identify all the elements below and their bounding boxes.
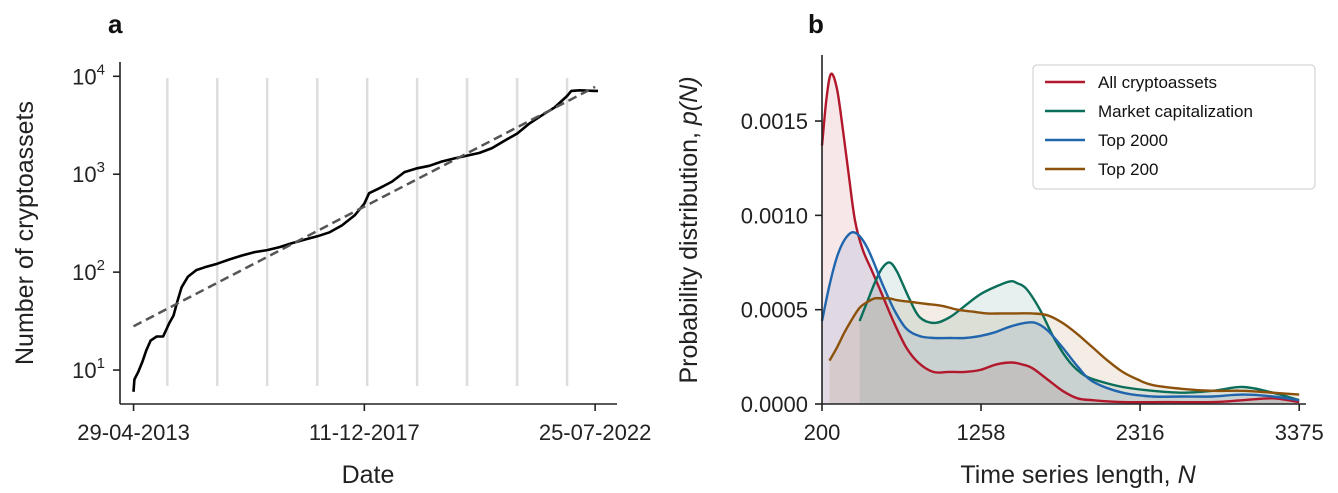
panel-b-y-ticks: 0.0000 0.0005 0.0010 0.0015 — [741, 109, 822, 417]
panel-b-legend: All cryptoassets Market capitalization Top… — [1032, 64, 1316, 190]
y-tick-label: 103 — [72, 159, 105, 187]
exponential-fit-line — [132, 85, 596, 328]
y-tick-base: 10 — [72, 358, 96, 383]
density-line — [828, 296, 1300, 396]
x-tick-label: 25-07-2022 — [539, 420, 652, 445]
panel-a-letter: a — [108, 9, 123, 39]
y-tick-base: 10 — [72, 64, 96, 89]
density-line — [820, 72, 1300, 404]
y-tick-label: 102 — [72, 257, 105, 285]
y-tick-label: 0.0010 — [741, 203, 808, 228]
panel-b-density-chart: b 0.0000 0.0005 0.0010 0.0015 200 1258 2316 33… — [675, 9, 1324, 489]
panel-b-series-lines — [820, 72, 1300, 404]
density-line — [858, 261, 1300, 402]
y-tick-label: 0.0015 — [741, 109, 808, 134]
x-tick-label: 3375 — [1275, 420, 1324, 445]
y-tick-label: 0.0005 — [741, 298, 808, 323]
y-tick-label: 0.0000 — [741, 392, 808, 417]
legend-entry: All cryptoassets — [1098, 73, 1217, 92]
density-line — [820, 230, 1300, 402]
y-tick-base: 10 — [72, 162, 96, 187]
y-tick-exponent: 1 — [97, 355, 105, 372]
x-tick-label: 1258 — [957, 420, 1006, 445]
x-tick-label: 200 — [804, 420, 841, 445]
panel-b-x-axis-label-var: N — [1178, 461, 1197, 489]
panel-b-y-axis-label-text: Probability distribution, — [675, 125, 703, 383]
legend-entry: Market capitalization — [1098, 102, 1253, 121]
y-tick-label: 101 — [72, 355, 105, 383]
legend-entry: Top 200 — [1098, 160, 1159, 179]
x-tick-label: 29-04-2013 — [77, 420, 190, 445]
panel-a-y-axis-label: Number of cryptoassets — [11, 101, 39, 365]
y-tick-exponent: 2 — [97, 257, 105, 274]
area-fill — [822, 232, 1300, 404]
legend-frame — [1032, 64, 1316, 190]
panel-b-y-axis-label-var: p(N) — [675, 76, 703, 126]
panel-b-x-ticks: 200 1258 2316 3375 — [804, 404, 1324, 445]
panel-a-x-ticks: 29-04-2013 11-12-2017 25-07-2022 — [77, 404, 651, 445]
y-tick-label: 104 — [72, 61, 105, 89]
cryptoasset-count-line — [132, 89, 598, 392]
panel-a-year-lines — [166, 78, 569, 386]
panel-b-y-axis-label: Probability distribution, p(N) — [675, 76, 703, 383]
area-fill — [822, 73, 1300, 405]
panel-b-x-axis-label: Time series length, N — [960, 461, 1196, 489]
panel-b-x-axis-label-text: Time series length, — [960, 461, 1177, 489]
x-tick-label: 2316 — [1116, 420, 1165, 445]
y-tick-exponent: 3 — [97, 159, 105, 176]
panel-b-letter: b — [808, 9, 824, 39]
panel-a-x-axis-label: Date — [342, 461, 395, 489]
y-tick-base: 10 — [72, 260, 96, 285]
legend-entry: Top 2000 — [1098, 131, 1168, 150]
panel-a-series — [132, 85, 598, 392]
x-tick-label: 11-12-2017 — [309, 420, 420, 445]
area-fill — [859, 262, 1300, 404]
y-tick-exponent: 4 — [97, 61, 105, 78]
